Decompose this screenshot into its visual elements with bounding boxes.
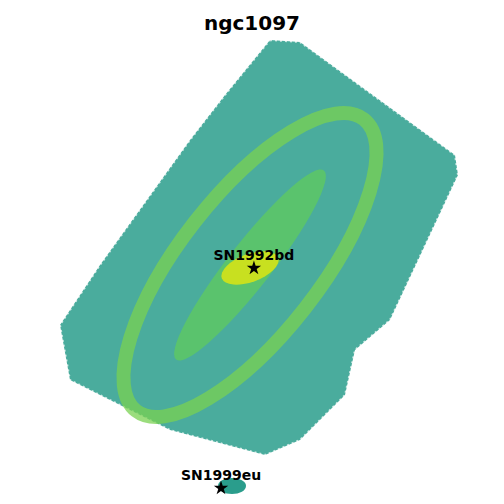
svg-text:SN1999eu: SN1999eu — [181, 467, 261, 483]
svg-text:ngc1097: ngc1097 — [204, 11, 300, 35]
svg-text:SN1992bd: SN1992bd — [214, 247, 295, 263]
